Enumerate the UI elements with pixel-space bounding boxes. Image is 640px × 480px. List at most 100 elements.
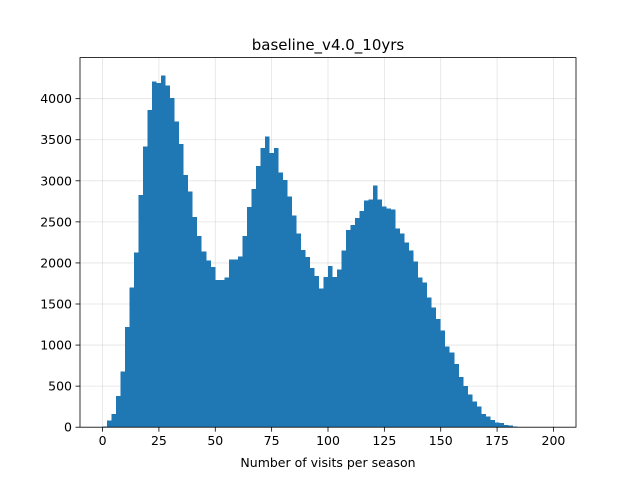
x-tick-label: 200 — [542, 433, 566, 448]
histogram-bar — [156, 83, 162, 428]
histogram-bar — [499, 423, 504, 428]
histogram-bar — [350, 225, 356, 428]
histogram-bar — [228, 259, 234, 428]
histogram-bar — [377, 199, 383, 428]
histogram-bar — [481, 414, 486, 428]
y-tick-label: 0 — [64, 420, 72, 435]
histogram-bar — [454, 363, 459, 428]
histogram-bar — [467, 394, 473, 428]
y-tick-label: 1500 — [40, 297, 72, 312]
y-tick-label: 1000 — [40, 338, 72, 353]
histogram-bar — [431, 307, 437, 428]
x-tick-label: 100 — [316, 433, 340, 448]
x-axis-label: Number of visits per season — [240, 455, 415, 470]
histogram-bar — [152, 81, 157, 428]
histogram-bar — [147, 110, 153, 428]
histogram-bar — [242, 235, 247, 428]
histogram-bar — [251, 189, 256, 428]
histogram-bar — [463, 386, 468, 428]
histogram-bar — [170, 97, 175, 428]
histogram-bar — [346, 230, 351, 428]
histogram-bar — [161, 75, 166, 428]
histogram-bar — [512, 426, 518, 428]
histogram-bar — [287, 196, 292, 428]
histogram-bar — [174, 121, 180, 428]
chart-title: baseline_v4.0_10yrs — [252, 36, 405, 55]
histogram-bar — [476, 406, 482, 428]
histogram-bar — [323, 276, 328, 428]
histogram-bar — [197, 235, 202, 428]
histogram-bar — [246, 207, 252, 428]
histogram-bar — [422, 282, 428, 428]
histogram-bar — [233, 259, 238, 428]
histogram-bar — [255, 166, 261, 428]
histogram-bars — [102, 75, 536, 428]
histogram-bar — [165, 85, 171, 428]
x-tick-label: 150 — [429, 433, 453, 448]
histogram-bar — [264, 136, 270, 428]
histogram-bar — [445, 346, 450, 428]
histogram-bar — [278, 172, 283, 428]
histogram-bar — [314, 276, 319, 428]
histogram-bar — [102, 426, 108, 428]
histogram-bar — [386, 208, 392, 428]
histogram-bar — [395, 228, 401, 428]
histogram-bar — [341, 250, 347, 428]
histogram-bar — [449, 352, 455, 428]
histogram-bar — [490, 419, 495, 428]
histogram-bar — [364, 200, 369, 428]
histogram-bar — [359, 211, 365, 428]
histogram-bar — [458, 377, 464, 428]
axis-ticks: 0 25 50 75 100 125 150 175 200050010001500200025… — [40, 91, 565, 448]
histogram-bar — [116, 395, 121, 428]
histogram-bar — [436, 318, 441, 428]
histogram-bar — [337, 269, 342, 428]
histogram-bar — [179, 143, 184, 428]
histogram-bar — [111, 414, 117, 428]
histogram-bar — [309, 267, 315, 428]
histogram-bar — [273, 147, 279, 428]
histogram-bar — [300, 249, 306, 428]
y-tick-label: 3500 — [40, 132, 72, 147]
x-tick-label: 125 — [372, 433, 396, 448]
histogram-bar — [494, 422, 500, 428]
y-tick-label: 2500 — [40, 214, 72, 229]
histogram-bar — [318, 288, 324, 428]
histogram-bar — [219, 280, 225, 428]
histogram-bar — [138, 194, 144, 428]
x-tick-label: 0 — [99, 433, 107, 448]
histogram-bar — [260, 147, 265, 428]
histogram-bar — [400, 233, 405, 428]
histogram-bar — [472, 401, 477, 428]
histogram-bar — [224, 277, 229, 428]
histogram-bar — [282, 179, 288, 428]
histogram-bar — [508, 425, 513, 428]
histogram-bar — [206, 260, 211, 428]
histogram-bar — [120, 371, 126, 428]
histogram-bar — [129, 287, 135, 428]
histogram-bar — [368, 199, 374, 428]
histogram-bar — [291, 215, 297, 428]
histogram-bar — [183, 175, 189, 428]
histogram-bar — [404, 242, 410, 428]
x-tick-label: 75 — [264, 433, 280, 448]
histogram-bar — [440, 330, 446, 428]
histogram-bar — [269, 152, 274, 428]
histogram-bar — [107, 420, 112, 428]
histogram-bar — [188, 191, 193, 428]
histogram-bar — [328, 266, 333, 428]
y-tick-label: 2000 — [40, 255, 72, 270]
histogram-bar — [503, 425, 509, 428]
histogram-bar — [427, 297, 432, 428]
histogram-bar — [305, 257, 310, 428]
histogram-bar — [143, 146, 148, 428]
histogram-bar — [192, 216, 198, 428]
histogram-bar — [237, 256, 243, 428]
histogram-bar — [391, 209, 396, 428]
histogram-bar — [418, 277, 423, 428]
histogram-bar — [215, 280, 220, 428]
x-tick-label: 25 — [151, 433, 167, 448]
histogram-bar — [134, 252, 139, 428]
y-tick-label: 4000 — [40, 91, 72, 106]
